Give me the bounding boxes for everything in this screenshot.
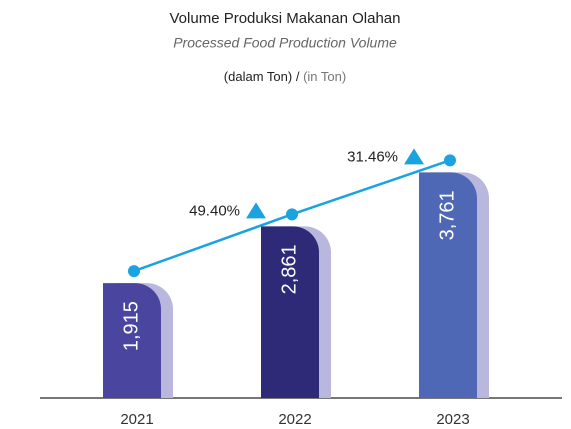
x-tick-label: 2023 <box>436 411 469 428</box>
x-tick-label: 2021 <box>120 411 153 428</box>
growth-arrow <box>404 148 424 165</box>
unit-id: (dalam Ton) <box>224 69 292 84</box>
unit-separator: / <box>296 69 300 84</box>
value-label: 1,915 <box>120 301 142 351</box>
line-point <box>286 208 298 221</box>
unit-label: (dalam Ton) / (in Ton) <box>224 69 346 84</box>
growth-label: 31.46% <box>347 148 398 165</box>
bar <box>103 283 161 398</box>
value-label: 2,861 <box>278 244 300 294</box>
chart-subtitle: Processed Food Production Volume <box>173 35 397 51</box>
value-label: 3,761 <box>436 190 458 240</box>
growth-label: 49.40% <box>189 202 240 219</box>
unit-en: (in Ton) <box>303 69 346 84</box>
bar <box>261 226 319 398</box>
growth-arrow <box>246 202 266 219</box>
x-tick-label: 2022 <box>278 411 311 428</box>
line-point <box>128 265 140 278</box>
bar <box>419 172 477 398</box>
line-point <box>444 154 456 167</box>
chart-title: Volume Produksi Makanan Olahan <box>170 10 401 27</box>
